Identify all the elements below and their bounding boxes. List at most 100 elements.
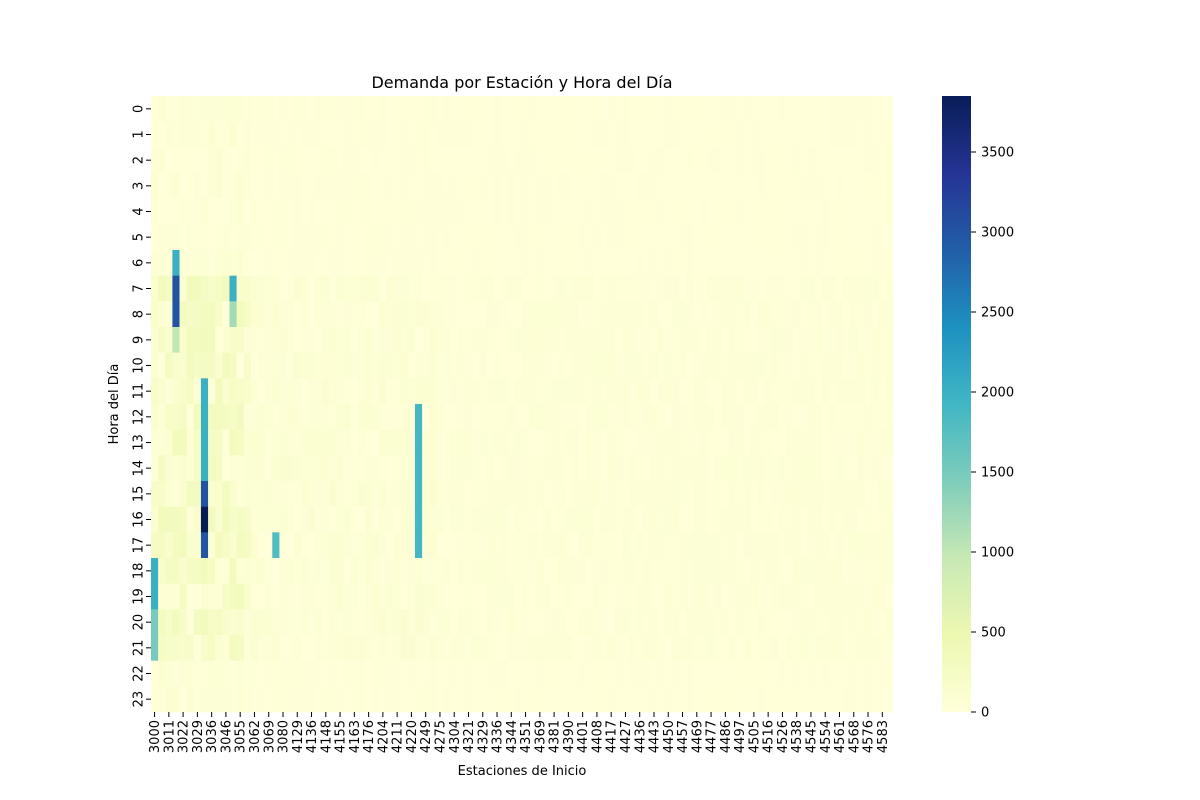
heatmap-cell <box>800 301 808 328</box>
heatmap-cell <box>650 147 658 174</box>
heatmap-cell <box>300 378 309 405</box>
heatmap-cell <box>557 173 566 199</box>
heatmap-cell <box>379 532 387 559</box>
heatmap-cell <box>322 250 330 276</box>
heatmap-cell <box>778 583 787 610</box>
heatmap-cell <box>179 147 187 174</box>
heatmap-cell <box>372 635 380 661</box>
heatmap-cell <box>243 635 252 661</box>
x-tick-label: 4220 <box>405 720 420 753</box>
heatmap-cell <box>728 635 737 661</box>
heatmap-cell <box>850 96 858 122</box>
heatmap-cell <box>650 686 658 713</box>
heatmap-cell <box>179 224 187 251</box>
heatmap-cell <box>586 327 594 353</box>
heatmap-cell <box>857 635 865 661</box>
heatmap-cell <box>736 660 744 687</box>
heatmap-cell <box>828 301 837 328</box>
heatmap-cell <box>850 635 858 661</box>
heatmap-cell <box>464 96 473 122</box>
heatmap-cell <box>650 660 658 687</box>
heatmap-cell <box>607 275 616 302</box>
heatmap-cell <box>393 558 402 584</box>
heatmap-cell <box>657 250 665 276</box>
heatmap-cell <box>186 327 195 353</box>
heatmap-cell <box>193 378 202 405</box>
heatmap-cell <box>215 609 223 636</box>
heatmap-cell <box>571 404 580 430</box>
heatmap-cell <box>621 635 630 661</box>
heatmap-cell <box>414 198 423 225</box>
heatmap-cell <box>743 506 751 533</box>
heatmap-cell <box>208 429 216 456</box>
heatmap-cell <box>222 455 230 482</box>
heatmap-cell <box>365 532 373 559</box>
heatmap-cell <box>614 224 623 251</box>
heatmap-cell <box>158 455 166 482</box>
heatmap-cell <box>571 429 580 456</box>
heatmap-cell <box>814 609 822 636</box>
heatmap-cell <box>814 481 822 507</box>
heatmap-cell <box>193 506 202 533</box>
heatmap-cell <box>236 121 245 148</box>
heatmap-cell <box>522 121 530 148</box>
heatmap-cell <box>807 455 815 482</box>
heatmap-cell <box>693 224 701 251</box>
heatmap-cell <box>151 301 159 328</box>
heatmap-cell <box>322 583 330 610</box>
heatmap-cell <box>629 198 637 225</box>
heatmap-cell <box>258 609 266 636</box>
heatmap-cell <box>514 378 523 405</box>
heatmap-cell <box>250 660 259 687</box>
heatmap-cell <box>407 96 416 122</box>
heatmap-cell <box>258 635 266 661</box>
heatmap-cell <box>771 481 780 507</box>
heatmap-cell <box>564 378 573 405</box>
heatmap-cell <box>365 609 373 636</box>
heatmap-cell <box>593 583 601 610</box>
heatmap-cell <box>457 173 466 199</box>
heatmap-cell <box>350 404 359 430</box>
heatmap-cell <box>850 198 858 225</box>
heatmap-cell <box>757 250 765 276</box>
heatmap-cell <box>821 404 830 430</box>
heatmap-cell <box>258 173 266 199</box>
heatmap-cell <box>778 301 787 328</box>
heatmap-cell <box>500 96 509 122</box>
heatmap-cell <box>522 378 530 405</box>
heatmap-cell <box>258 404 266 430</box>
heatmap-cell <box>450 378 459 405</box>
heatmap-cell <box>686 378 694 405</box>
heatmap-cell <box>186 173 195 199</box>
heatmap-cell <box>814 429 822 456</box>
heatmap-cell <box>571 121 580 148</box>
y-tick-label: 11 <box>132 383 147 400</box>
heatmap-cell <box>571 301 580 328</box>
heatmap-cell <box>300 506 309 533</box>
heatmap-cell <box>778 635 787 661</box>
heatmap-cell <box>721 147 730 174</box>
heatmap-cell <box>250 224 259 251</box>
heatmap-cell <box>343 378 352 405</box>
heatmap-cell <box>686 455 694 482</box>
heatmap-cell <box>286 532 294 559</box>
heatmap-cell <box>464 173 473 199</box>
heatmap-cell <box>835 583 844 610</box>
x-tick-label: 4351 <box>519 720 534 753</box>
heatmap-cell <box>678 481 687 507</box>
heatmap-cell <box>621 558 630 584</box>
heatmap-cell <box>650 327 658 353</box>
heatmap-cell <box>657 198 665 225</box>
heatmap-cell <box>686 250 694 276</box>
heatmap-cell <box>165 96 173 122</box>
heatmap-cell <box>436 224 444 251</box>
heatmap-cell <box>536 609 544 636</box>
heatmap-cell <box>215 378 223 405</box>
heatmap-cell <box>422 301 430 328</box>
heatmap-cell <box>507 96 516 122</box>
heatmap-cell <box>258 532 266 559</box>
heatmap-cell <box>586 352 594 379</box>
heatmap-cell <box>464 686 473 713</box>
heatmap-cell <box>529 378 537 405</box>
heatmap-cell <box>165 301 173 328</box>
